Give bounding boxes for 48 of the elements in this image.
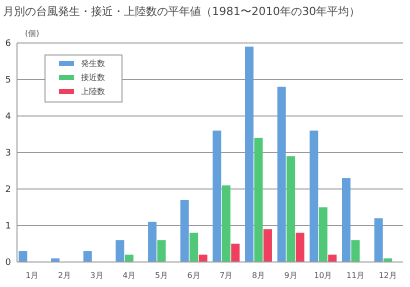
x-tick-label: 9月 xyxy=(284,271,298,280)
bar xyxy=(318,207,328,262)
y-tick-label: 4 xyxy=(5,112,12,122)
y-tick-label: 6 xyxy=(5,39,12,50)
x-tick-label: 8月 xyxy=(252,271,266,280)
y-tick-label: 1 xyxy=(5,222,11,232)
bar xyxy=(342,178,350,262)
bar xyxy=(254,138,263,262)
y-tick-label: 3 xyxy=(5,148,11,159)
bar xyxy=(157,240,166,262)
legend-label: 上陸数 xyxy=(81,86,105,96)
legend-label: 接近数 xyxy=(81,72,105,82)
bar xyxy=(263,229,272,262)
x-tick-label: 4月 xyxy=(122,271,136,280)
bar xyxy=(310,130,318,262)
bar xyxy=(148,222,157,262)
x-tick-label: 3月 xyxy=(90,271,104,280)
bar xyxy=(328,254,337,262)
bar xyxy=(83,251,92,262)
bar xyxy=(212,130,222,262)
y-tick-label: 0 xyxy=(5,258,12,268)
bar xyxy=(286,156,296,262)
bar xyxy=(180,200,189,262)
bar xyxy=(124,254,134,262)
y-tick-label: 2 xyxy=(5,185,11,196)
x-tick-label: 10月 xyxy=(314,271,332,280)
bar xyxy=(351,240,360,262)
bar xyxy=(18,251,28,262)
bar xyxy=(277,86,286,262)
x-tick-label: 11月 xyxy=(346,271,365,280)
bar xyxy=(190,232,198,262)
chart-title: 月別の台風発生・接近・上陸数の平年値（1981〜2010年の30年平均） xyxy=(3,5,360,18)
y-tick-label: 5 xyxy=(5,76,11,86)
bar xyxy=(245,46,254,262)
x-tick-label: 12月 xyxy=(378,271,397,280)
bar xyxy=(231,244,240,262)
bar xyxy=(116,240,124,262)
x-tick-label: 5月 xyxy=(154,271,168,280)
x-tick-label: 2月 xyxy=(58,271,72,280)
x-tick-label: 6月 xyxy=(187,271,200,280)
bar xyxy=(296,232,304,262)
bar xyxy=(222,185,230,262)
bar xyxy=(198,254,208,262)
x-tick-label: 7月 xyxy=(220,271,233,280)
bar xyxy=(374,218,383,262)
x-tick-label: 1月 xyxy=(26,271,39,280)
legend-label: 発生数 xyxy=(81,58,105,68)
y-axis-title: (個) xyxy=(25,29,40,38)
